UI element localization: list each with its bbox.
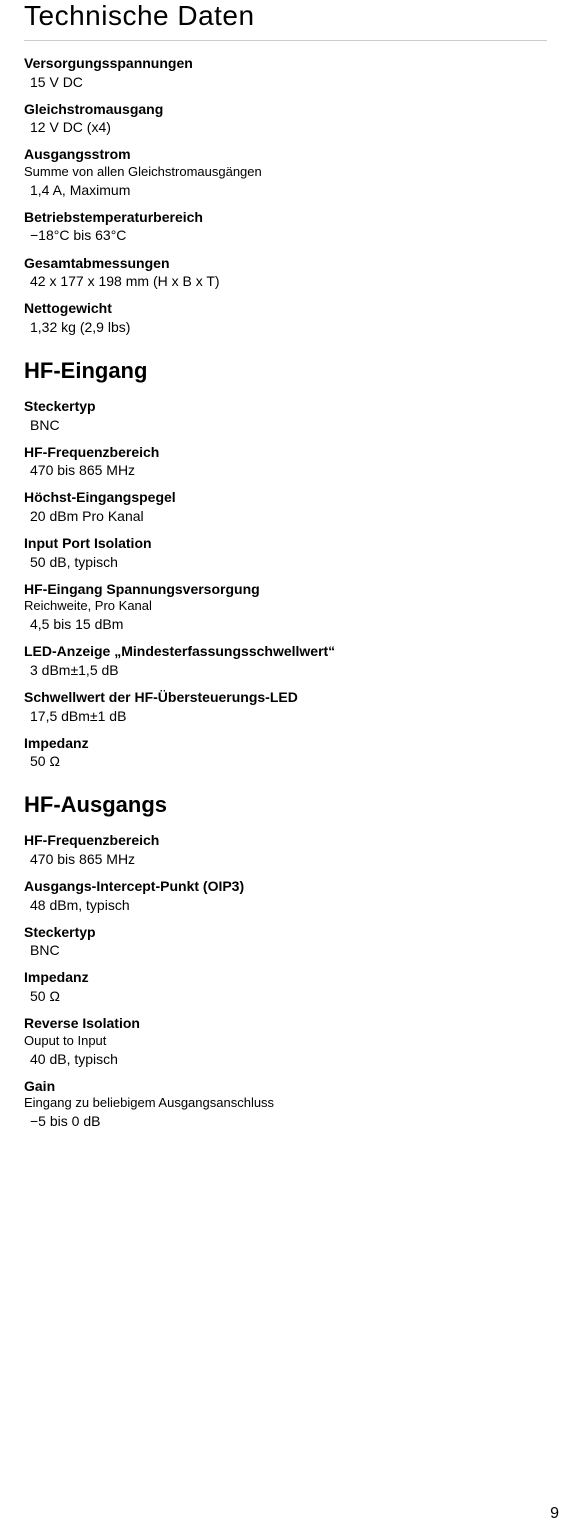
- spec-item: Nettogewicht 1,32 kg (2,9 lbs): [24, 300, 547, 336]
- page-number: 9: [550, 1505, 559, 1523]
- spec-value: 42 x 177 x 198 mm (H x B x T): [24, 272, 547, 290]
- spec-item: Ausgangsstrom Summe von allen Gleichstro…: [24, 146, 547, 199]
- spec-label: Versorgungsspannungen: [24, 55, 547, 73]
- spec-item: LED-Anzeige „Mindesterfassungsschwellwer…: [24, 643, 547, 679]
- spec-value: 40 dB, typisch: [24, 1050, 547, 1068]
- spec-label: Reverse Isolation: [24, 1015, 547, 1033]
- spec-value: 50 Ω: [24, 752, 547, 770]
- page-title: Technische Daten: [24, 0, 547, 32]
- spec-item: Höchst-Eingangspegel 20 dBm Pro Kanal: [24, 489, 547, 525]
- spec-item: HF-Frequenzbereich 470 bis 865 MHz: [24, 444, 547, 480]
- spec-item: Schwellwert der HF-Übersteuerungs-LED 17…: [24, 689, 547, 725]
- spec-item: Impedanz 50 Ω: [24, 735, 547, 771]
- spec-label: Gain: [24, 1078, 547, 1096]
- spec-label: Betriebstemperaturbereich: [24, 209, 547, 227]
- spec-note: Summe von allen Gleichstromausgängen: [24, 164, 547, 181]
- spec-value: 50 Ω: [24, 987, 547, 1005]
- spec-note: Ouput to Input: [24, 1033, 547, 1050]
- spec-item: Gain Eingang zu beliebigem Ausgangsansch…: [24, 1078, 547, 1131]
- spec-item: Reverse Isolation Ouput to Input 40 dB, …: [24, 1015, 547, 1068]
- spec-value: BNC: [24, 941, 547, 959]
- section-heading-hf-eingang: HF-Eingang: [24, 358, 547, 384]
- spec-label: Impedanz: [24, 735, 547, 753]
- spec-item: Gesamtabmessungen 42 x 177 x 198 mm (H x…: [24, 255, 547, 291]
- spec-value: 50 dB, typisch: [24, 553, 547, 571]
- spec-label: Gleichstromausgang: [24, 101, 547, 119]
- spec-value: 470 bis 865 MHz: [24, 850, 547, 868]
- spec-label: Gesamtabmessungen: [24, 255, 547, 273]
- spec-value: 1,32 kg (2,9 lbs): [24, 318, 547, 336]
- spec-item: Steckertyp BNC: [24, 398, 547, 434]
- spec-item: HF-Eingang Spannungsversorgung Reichweit…: [24, 581, 547, 634]
- spec-label: Ausgangs-Intercept-Punkt (OIP3): [24, 878, 547, 896]
- spec-value: −18°C bis 63°C: [24, 226, 547, 244]
- spec-group-general: Versorgungsspannungen 15 V DC Gleichstro…: [24, 55, 547, 336]
- spec-label: LED-Anzeige „Mindesterfassungsschwellwer…: [24, 643, 547, 661]
- spec-item: Versorgungsspannungen 15 V DC: [24, 55, 547, 91]
- spec-value: 12 V DC (x4): [24, 118, 547, 136]
- spec-value: 4,5 bis 15 dBm: [24, 615, 547, 633]
- title-divider: [24, 40, 547, 41]
- spec-note: Reichweite, Pro Kanal: [24, 598, 547, 615]
- spec-label: Steckertyp: [24, 398, 547, 416]
- spec-item: Steckertyp BNC: [24, 924, 547, 960]
- spec-item: Ausgangs-Intercept-Punkt (OIP3) 48 dBm, …: [24, 878, 547, 914]
- spec-label: HF-Eingang Spannungsversorgung: [24, 581, 547, 599]
- spec-item: Betriebstemperaturbereich −18°C bis 63°C: [24, 209, 547, 245]
- spec-label: Impedanz: [24, 969, 547, 987]
- spec-label: Input Port Isolation: [24, 535, 547, 553]
- spec-item: Impedanz 50 Ω: [24, 969, 547, 1005]
- spec-item: HF-Frequenzbereich 470 bis 865 MHz: [24, 832, 547, 868]
- spec-label: Ausgangsstrom: [24, 146, 547, 164]
- spec-value: −5 bis 0 dB: [24, 1112, 547, 1130]
- spec-value: 17,5 dBm±1 dB: [24, 707, 547, 725]
- spec-label: HF-Frequenzbereich: [24, 832, 547, 850]
- spec-item: Input Port Isolation 50 dB, typisch: [24, 535, 547, 571]
- spec-value: BNC: [24, 416, 547, 434]
- spec-value: 20 dBm Pro Kanal: [24, 507, 547, 525]
- spec-label: Nettogewicht: [24, 300, 547, 318]
- spec-note: Eingang zu beliebigem Ausgangsanschluss: [24, 1095, 547, 1112]
- spec-item: Gleichstromausgang 12 V DC (x4): [24, 101, 547, 137]
- spec-label: Höchst-Eingangspegel: [24, 489, 547, 507]
- spec-group-hf-eingang: Steckertyp BNC HF-Frequenzbereich 470 bi…: [24, 398, 547, 770]
- spec-value: 48 dBm, typisch: [24, 896, 547, 914]
- spec-value: 470 bis 865 MHz: [24, 461, 547, 479]
- spec-group-hf-ausgangs: HF-Frequenzbereich 470 bis 865 MHz Ausga…: [24, 832, 547, 1130]
- spec-value: 15 V DC: [24, 73, 547, 91]
- spec-label: HF-Frequenzbereich: [24, 444, 547, 462]
- spec-label: Schwellwert der HF-Übersteuerungs-LED: [24, 689, 547, 707]
- section-heading-hf-ausgangs: HF-Ausgangs: [24, 792, 547, 818]
- spec-value: 1,4 A, Maximum: [24, 181, 547, 199]
- page: Technische Daten Versorgungsspannungen 1…: [0, 0, 571, 1535]
- spec-value: 3 dBm±1,5 dB: [24, 661, 547, 679]
- spec-label: Steckertyp: [24, 924, 547, 942]
